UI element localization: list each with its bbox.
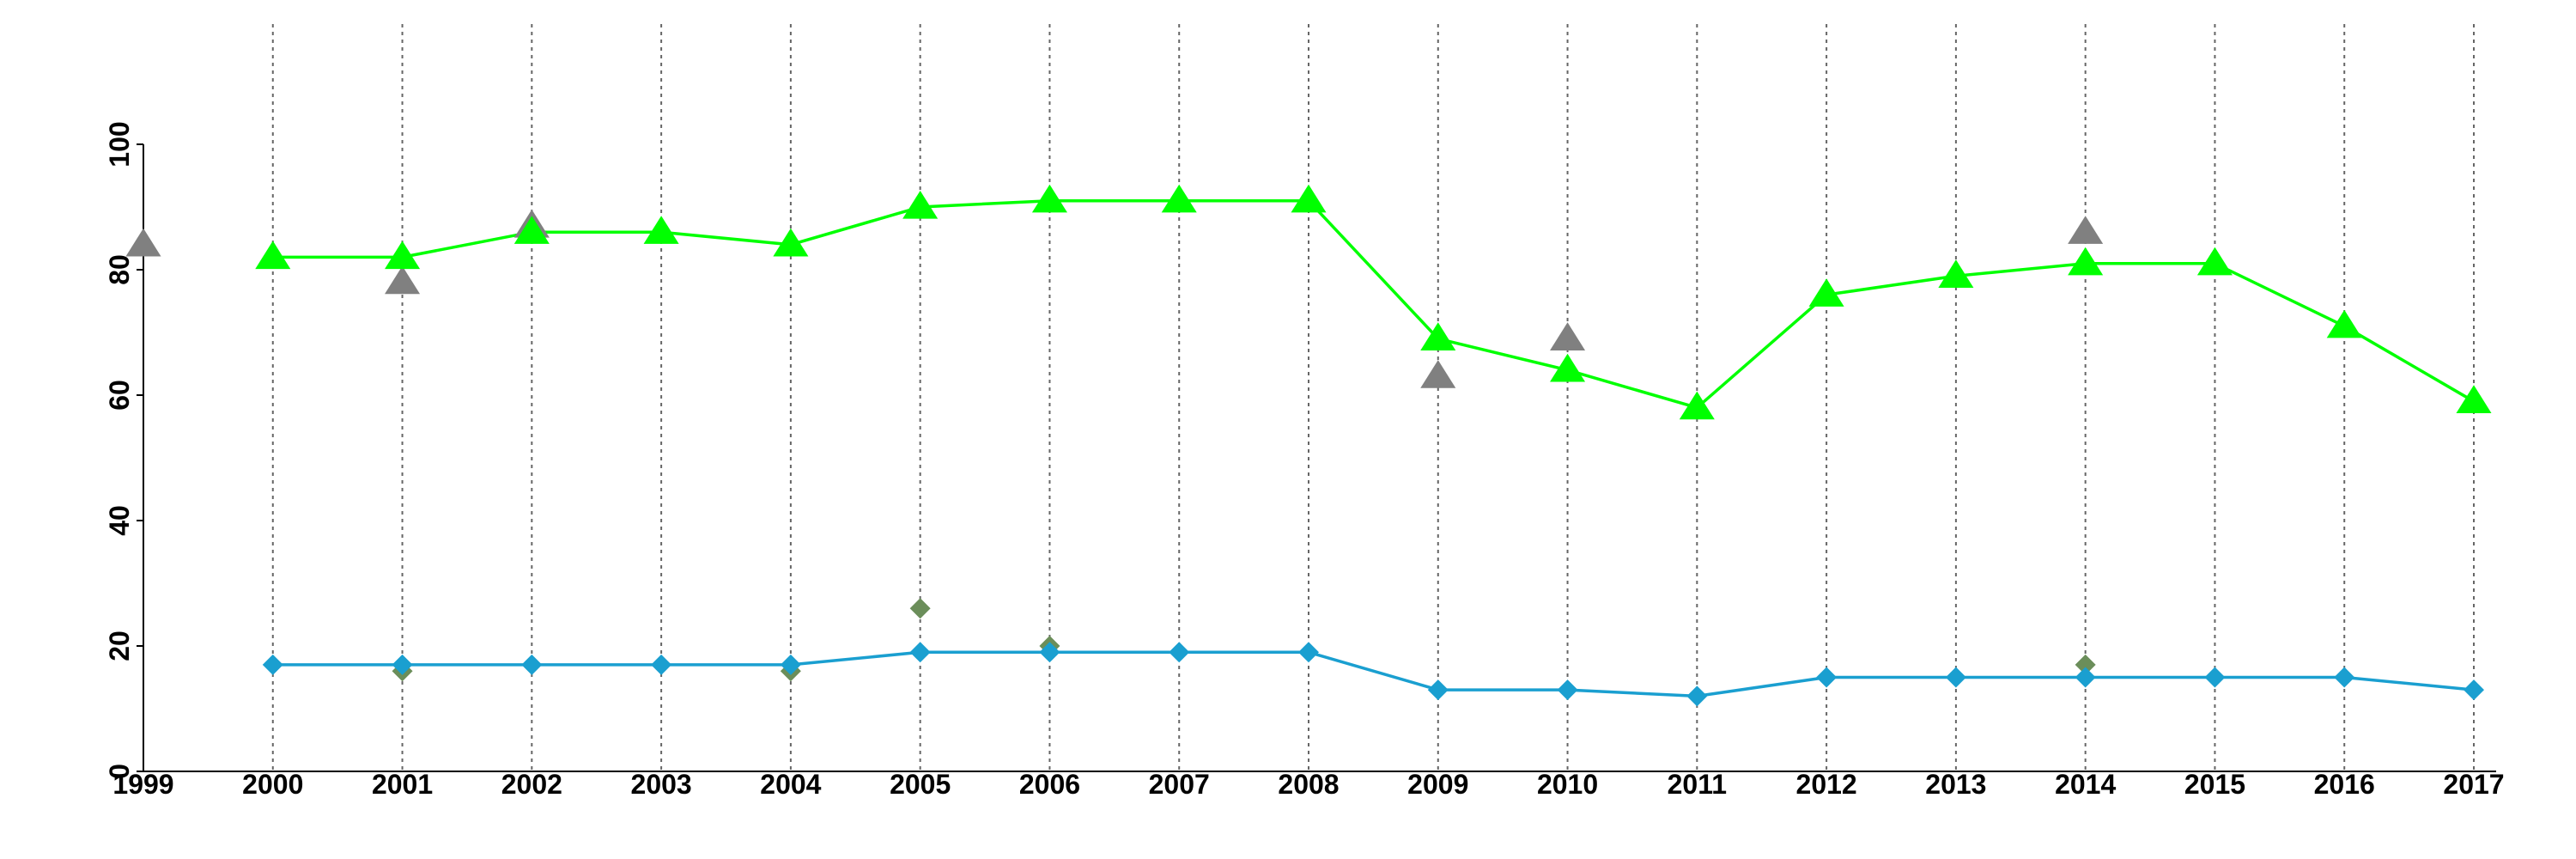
data-point-triangle [1420, 322, 1456, 350]
tick-labels: 0 20 40 60 80 100 1999 2000 2001 2002 2003 2004 2005… [104, 121, 2505, 800]
data-point-triangle [1808, 278, 1844, 307]
y-tick-label: 40 [104, 505, 135, 536]
x-tick-label: 2017 [2443, 769, 2504, 800]
series-line-2 [272, 650, 2475, 698]
data-point-diamond [1427, 679, 1449, 701]
x-tick-label: 2007 [1149, 769, 1210, 800]
x-tick-label: 2010 [1537, 769, 1598, 800]
series-lines [272, 198, 2475, 698]
data-point-triangle [1031, 184, 1067, 213]
extra-point-triangle [1420, 360, 1456, 388]
data-point-triangle [513, 216, 550, 244]
x-tick-label: 2005 [890, 769, 951, 800]
data-point-diamond [780, 654, 801, 675]
data-point-triangle [902, 191, 939, 219]
x-tick-label: 2000 [242, 769, 303, 800]
extra-point-triangle [2068, 216, 2104, 244]
extra-point-triangle [385, 265, 421, 295]
x-tick-label: 2003 [631, 769, 692, 800]
data-point-triangle [2326, 309, 2362, 338]
x-tick-label: 2012 [1796, 769, 1857, 800]
data-point-triangle [2068, 247, 2104, 276]
extra-point-diamond [909, 598, 931, 619]
y-tick-label: 60 [104, 380, 135, 411]
y-tick-label: 80 [104, 254, 135, 285]
data-point-triangle [1679, 391, 1715, 420]
data-point-triangle [773, 228, 809, 257]
data-point-diamond [2075, 667, 2096, 688]
data-point-diamond [2334, 667, 2355, 688]
y-tick-label: 0 [104, 764, 135, 779]
extra-point-diamond [2075, 654, 2096, 675]
y-tick-label: 20 [104, 631, 135, 661]
series-markers [125, 184, 2492, 707]
data-point-diamond [1686, 685, 1708, 707]
data-point-diamond [651, 654, 672, 675]
x-tick-label: 2002 [501, 769, 562, 800]
data-point-diamond [521, 654, 543, 675]
y-tick-label: 100 [104, 121, 135, 167]
grid [271, 24, 2475, 771]
data-point-diamond [2204, 667, 2226, 688]
data-point-diamond [1557, 679, 1578, 701]
data-point-triangle [385, 241, 421, 270]
data-point-diamond [909, 642, 931, 663]
x-tick-label: 2004 [760, 769, 821, 800]
x-tick-label: 2006 [1019, 769, 1080, 800]
x-tick-label: 2016 [2314, 769, 2375, 800]
x-tick-label: 2013 [1925, 769, 1986, 800]
data-point-triangle [255, 241, 291, 270]
data-point-diamond [1039, 642, 1060, 663]
data-point-diamond [1816, 667, 1838, 688]
series-line-1 [272, 198, 2475, 410]
data-point-diamond [1298, 642, 1319, 663]
data-point-triangle [1550, 353, 1586, 382]
data-point-triangle [1938, 259, 1974, 288]
data-point-diamond [262, 654, 283, 675]
x-tick-label: 2001 [372, 769, 433, 800]
x-tick-label: 2011 [1668, 769, 1727, 800]
data-point-triangle [2456, 385, 2492, 413]
x-tick-label: 2014 [2055, 769, 2116, 800]
data-point-triangle [643, 216, 679, 244]
data-point-triangle [1161, 184, 1197, 213]
data-point-diamond [2464, 679, 2484, 701]
x-tick-label: 1999 [112, 769, 173, 800]
x-tick-label: 2015 [2184, 769, 2245, 800]
data-point-diamond [1169, 642, 1190, 663]
data-point-triangle [2196, 247, 2233, 276]
x-tick-label: 2008 [1278, 769, 1339, 800]
data-point-diamond [1945, 667, 1966, 688]
extra-point-triangle [125, 228, 161, 257]
data-point-triangle [1291, 184, 1327, 213]
x-tick-label: 2009 [1407, 769, 1468, 800]
extra-point-triangle [1550, 322, 1586, 350]
data-point-diamond [392, 654, 413, 675]
